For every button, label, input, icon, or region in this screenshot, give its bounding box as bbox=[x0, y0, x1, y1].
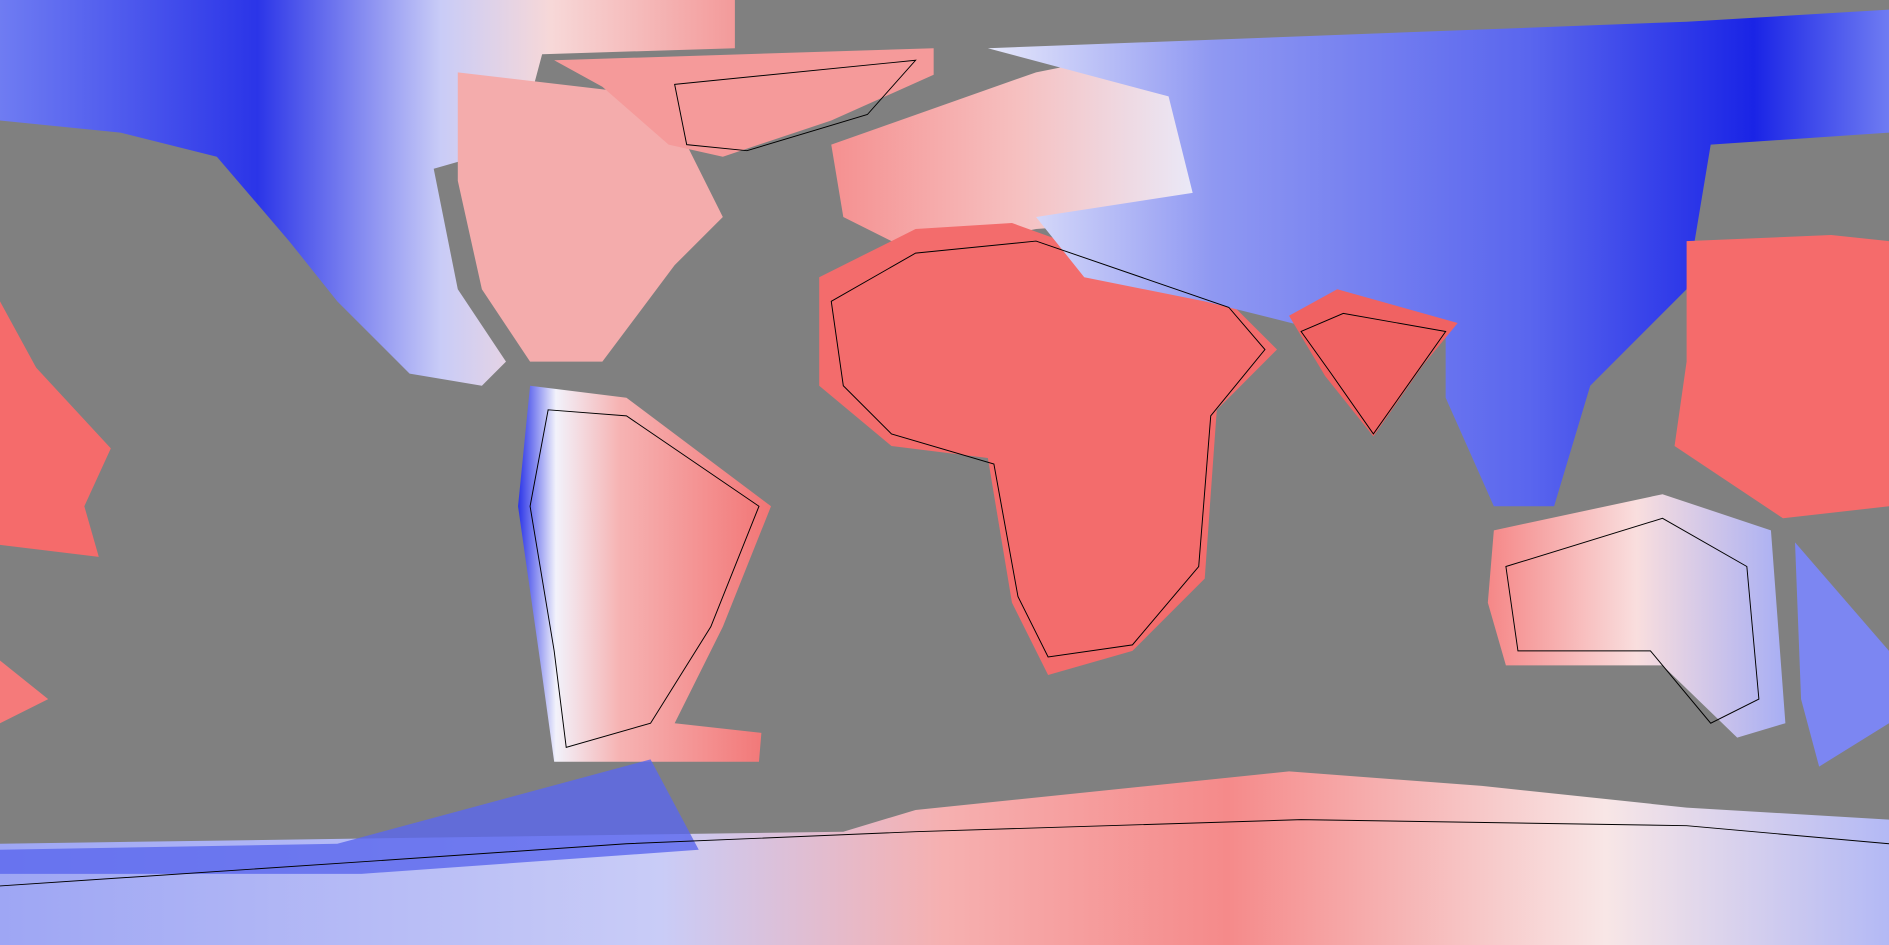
new-zealand bbox=[1795, 542, 1889, 767]
india-coast bbox=[1300, 312, 1447, 435]
europe bbox=[831, 48, 1205, 254]
south-america-coast bbox=[529, 409, 760, 748]
north-america-west bbox=[0, 0, 735, 386]
antarctica bbox=[0, 771, 1889, 945]
pacific-islands bbox=[0, 660, 49, 724]
antarctic-peninsula bbox=[0, 759, 699, 874]
australia-coast bbox=[1505, 517, 1760, 724]
west-pacific-region bbox=[0, 301, 111, 557]
greenland bbox=[554, 48, 934, 157]
south-america bbox=[518, 385, 772, 762]
africa-coast bbox=[830, 240, 1266, 658]
north-america-east bbox=[457, 72, 723, 362]
africa bbox=[819, 222, 1278, 675]
antarctica-coast bbox=[0, 819, 1889, 887]
pacific-region bbox=[1674, 235, 1889, 519]
asia bbox=[987, 9, 1889, 507]
coastlines bbox=[0, 59, 1889, 887]
australia bbox=[1487, 494, 1786, 738]
greenland-coast bbox=[674, 59, 917, 152]
